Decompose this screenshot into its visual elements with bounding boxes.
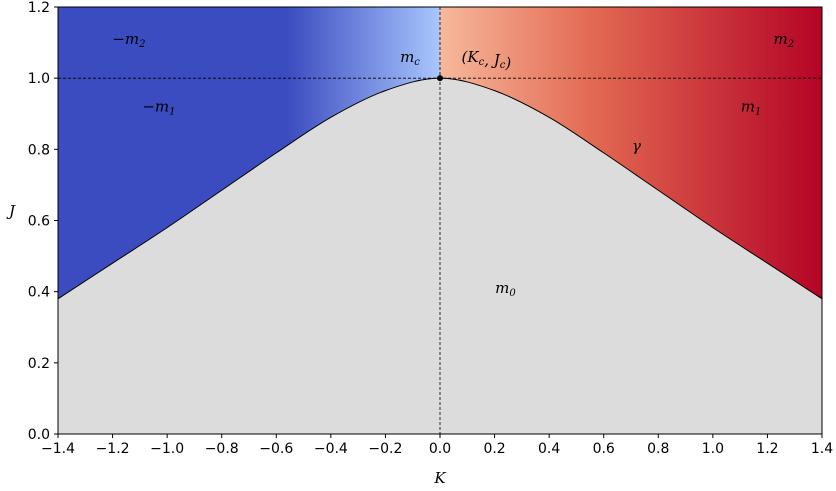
x-tick-label: 0.8 [647,441,669,457]
x-axis-label: K [433,469,446,487]
y-tick-label: 0.8 [28,142,50,158]
x-tick-label: −1.4 [41,441,75,457]
x-tick-label: 0.6 [593,441,615,457]
x-tick-label: 1.0 [702,441,724,457]
y-tick-label: 1.0 [28,71,50,87]
region-label: −m2 [112,30,145,50]
y-axis-label: J [6,202,16,220]
x-tick-label: −0.2 [368,441,402,457]
region-label: m0 [495,279,516,299]
region-label: γ [632,137,641,155]
y-tick-label: 1.2 [28,0,50,16]
critical-point-marker [437,75,443,82]
m0-region [58,78,822,434]
y-tick-label: 0.2 [28,356,50,372]
x-tick-label: −1.2 [96,441,130,457]
plot-area [58,7,822,434]
region-label: −m1 [142,98,175,118]
region-label: mc [400,48,420,68]
y-tick-label: 0.6 [28,214,50,230]
x-tick-label: −0.4 [314,441,348,457]
region-label: m1 [741,98,762,118]
y-axis: 0.0 0.2 0.4 0.6 0.8 1.0 1.2 [28,0,58,443]
x-tick-label: 0.4 [538,441,560,457]
x-axis: −1.4 −1.2 −1.0 −0.8 −0.6 −0.4 −0.2 0.0 0.2 0.4 0.6… [41,434,833,457]
y-tick-label: 0.0 [28,427,50,443]
y-tick-label: 0.4 [28,285,50,301]
x-tick-label: 0.2 [483,441,505,457]
x-tick-label: −0.6 [259,441,293,457]
critical-point-label: (Kc, Jc) [462,48,512,72]
x-tick-label: 1.2 [756,441,778,457]
x-tick-label: 0.0 [429,441,451,457]
region-label: m2 [773,30,794,50]
region-annotations: m0 mc m1 m2 −m1 −m2 γ (Kc, Jc) [112,30,794,299]
x-tick-label: −1.0 [150,441,184,457]
x-tick-label: −0.8 [205,441,239,457]
x-tick-label: 1.4 [811,441,833,457]
